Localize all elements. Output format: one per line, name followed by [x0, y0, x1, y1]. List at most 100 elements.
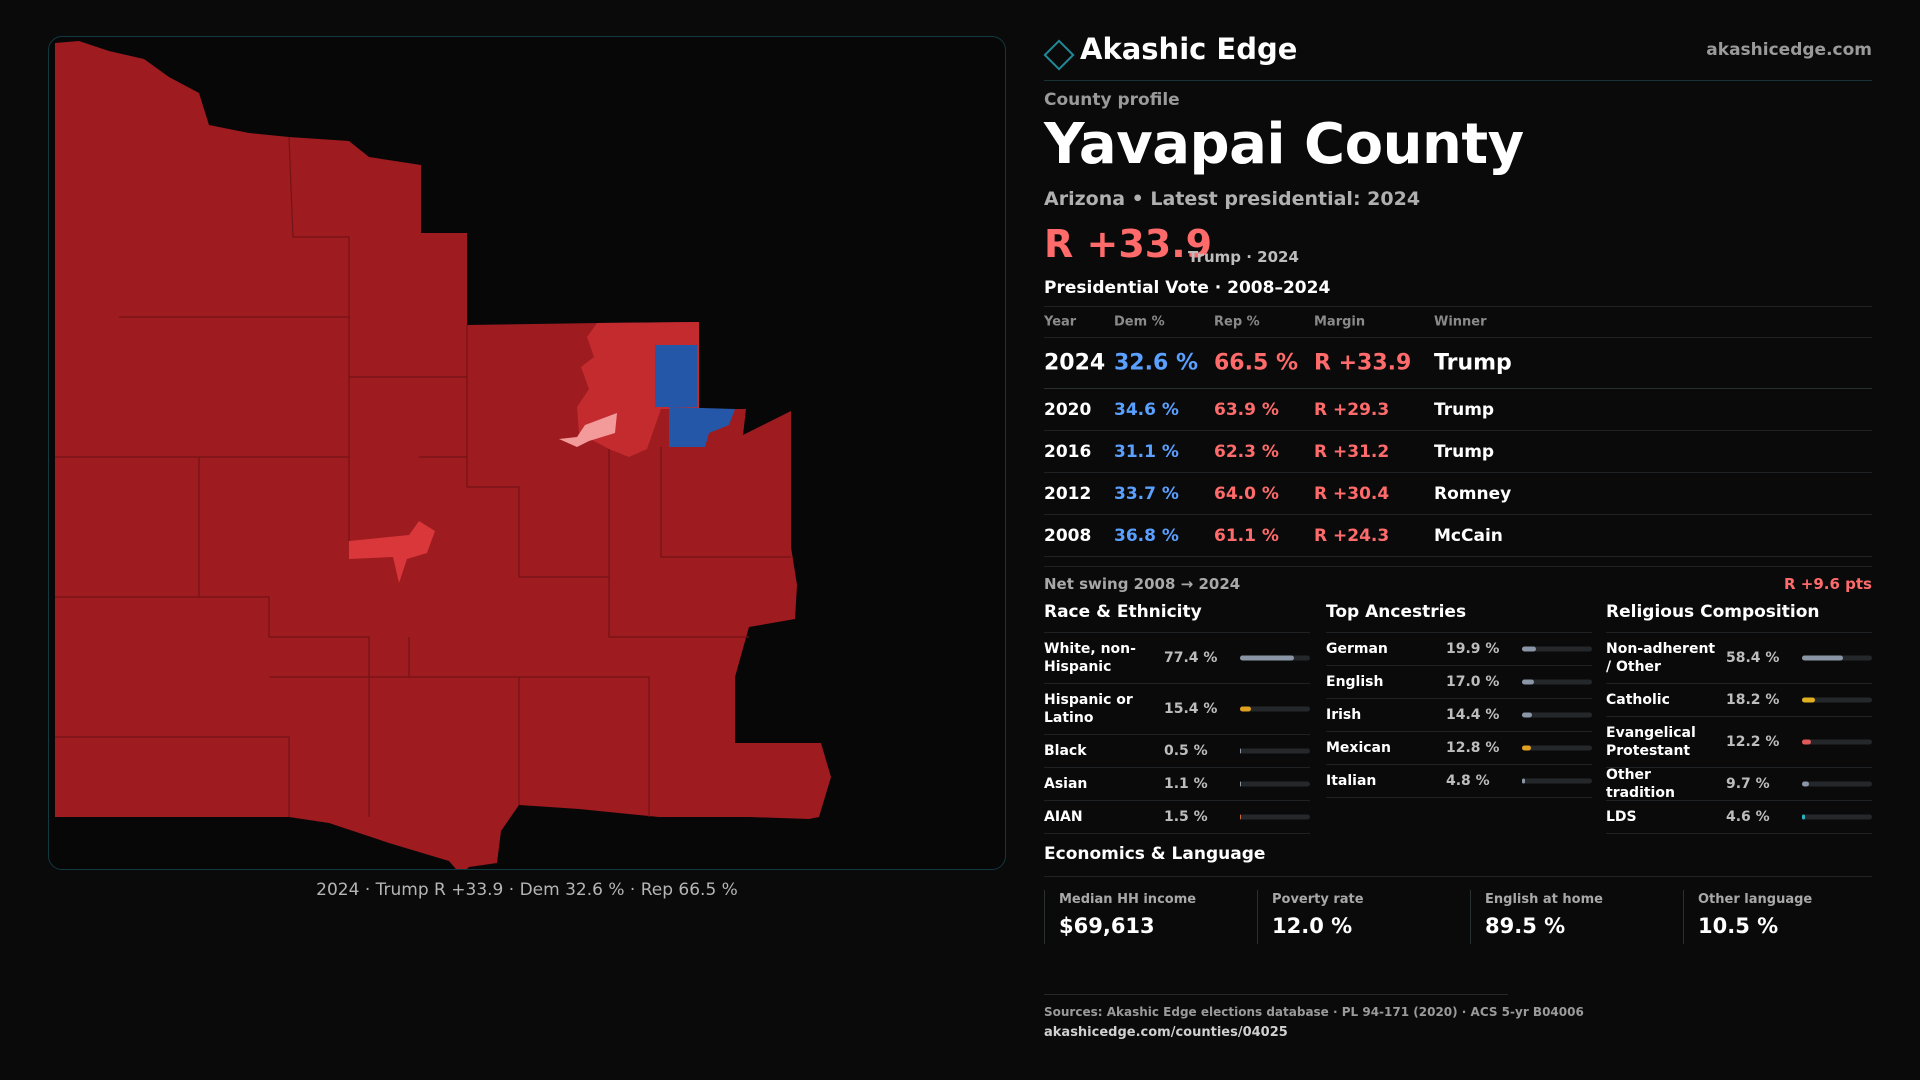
stat-value: 12.0 % [1272, 914, 1353, 938]
race-ethnicity-section: Race & Ethnicity White, non-Hispanic 77.… [1044, 602, 1310, 834]
demo-bar-fill [1240, 655, 1295, 661]
demo-label: Asian [1044, 776, 1088, 792]
precinct-dem-north[interactable] [655, 345, 697, 407]
religion-section: Religious Composition Non-adherent / Oth… [1606, 602, 1872, 834]
demo-row: German 19.9 % [1326, 633, 1592, 666]
col-header-year: Year [1044, 314, 1077, 330]
table-row: 2012 33.7 % 64.0 % R +30.4 Romney [1044, 473, 1872, 515]
cell-winner: Trump [1434, 399, 1495, 420]
demo-row: Catholic 18.2 % [1606, 684, 1872, 717]
ancestries-section: Top Ancestries German 19.9 % English 17.… [1326, 602, 1592, 798]
stat-label: Other language [1698, 892, 1813, 907]
demo-row: AIAN 1.5 % [1044, 801, 1310, 834]
page-subtitle: Arizona • Latest presidential: 2024 [1044, 188, 1421, 210]
margin-headline: R +33.9 [1044, 222, 1213, 266]
demo-row: Irish 14.4 % [1326, 699, 1592, 732]
demo-bar-track [1802, 781, 1872, 787]
cell-margin: R +30.4 [1314, 483, 1390, 504]
stat-value: $69,613 [1059, 914, 1155, 938]
cell-winner: Trump [1434, 350, 1512, 376]
demo-row: Mexican 12.8 % [1326, 732, 1592, 765]
demo-value: 19.9 % [1446, 641, 1500, 657]
demo-label: Hispanic or Latino [1044, 692, 1133, 726]
demo-value: 15.4 % [1164, 701, 1218, 717]
cell-year: 2020 [1044, 399, 1092, 420]
demo-bar-fill [1522, 712, 1533, 718]
table-row: 2020 34.6 % 63.9 % R +29.3 Trump [1044, 389, 1872, 431]
page-kicker: County profile [1044, 90, 1180, 110]
table-header-row: Year Dem % Rep % Margin Winner [1044, 307, 1872, 338]
county-shape[interactable] [55, 41, 831, 870]
section-title: Race & Ethnicity [1044, 602, 1310, 633]
table-row: 2016 31.1 % 62.3 % R +31.2 Trump [1044, 431, 1872, 473]
demo-label: Black [1044, 743, 1087, 759]
demo-bar-track [1522, 778, 1592, 784]
demo-bar-fill [1802, 814, 1806, 820]
brand-name[interactable]: Akashic Edge [1080, 32, 1298, 66]
demo-value: 4.6 % [1726, 809, 1770, 825]
cell-winner: McCain [1434, 525, 1503, 546]
demo-bar-fill [1802, 739, 1811, 745]
cell-winner: Trump [1434, 441, 1495, 462]
demo-value: 14.4 % [1446, 707, 1500, 723]
col-header-dem: Dem % [1114, 314, 1165, 330]
county-map-panel[interactable] [48, 36, 1006, 870]
demo-bar-fill [1522, 745, 1531, 751]
demo-value: 58.4 % [1726, 650, 1780, 666]
precinct-light-rep[interactable] [349, 521, 435, 583]
demo-bar-track [1522, 646, 1592, 652]
stat-english-at-home: English at home 89.5 % [1470, 890, 1684, 944]
demo-bar-fill [1522, 778, 1526, 784]
cell-margin: R +33.9 [1314, 350, 1412, 376]
demo-bar-fill [1802, 655, 1843, 661]
section-title: Top Ancestries [1326, 602, 1592, 633]
demo-value: 0.5 % [1164, 743, 1208, 759]
demo-value: 17.0 % [1446, 674, 1500, 690]
cell-year: 2024 [1044, 350, 1106, 376]
cell-dem: 32.6 % [1114, 350, 1198, 376]
section-title: Religious Composition [1606, 602, 1872, 633]
demo-value: 12.2 % [1726, 734, 1780, 750]
demo-bar-track [1802, 814, 1872, 820]
cell-margin: R +29.3 [1314, 399, 1390, 420]
demo-value: 4.8 % [1446, 773, 1490, 789]
precinct-boundaries [55, 136, 791, 817]
demo-bar-track [1240, 748, 1310, 754]
table-row: 2024 32.6 % 66.5 % R +33.9 Trump [1044, 338, 1872, 389]
demo-value: 1.1 % [1164, 776, 1208, 792]
demo-value: 1.5 % [1164, 809, 1208, 825]
cell-year: 2008 [1044, 525, 1092, 546]
precinct-pink[interactable] [559, 413, 617, 447]
demo-row: Other tradition 9.7 % [1606, 767, 1872, 801]
demo-bar-fill [1522, 646, 1536, 652]
county-map[interactable] [49, 37, 1006, 870]
cell-rep: 64.0 % [1214, 483, 1279, 504]
cell-margin: R +31.2 [1314, 441, 1390, 462]
stat-poverty-rate: Poverty rate 12.0 % [1257, 890, 1471, 944]
site-link[interactable]: akashicedge.com [1706, 40, 1872, 60]
presidential-vote-title: Presidential Vote · 2008–2024 [1044, 278, 1331, 298]
demo-label: AIAN [1044, 809, 1083, 825]
page-title: Yavapai County [1044, 112, 1524, 177]
stat-median-income: Median HH income $69,613 [1044, 890, 1258, 944]
net-swing-label: Net swing 2008 → 2024 [1044, 575, 1241, 593]
stat-label: Poverty rate [1272, 892, 1364, 907]
map-caption: 2024 · Trump R +33.9 · Dem 32.6 % · Rep … [316, 880, 738, 900]
demo-bar-fill [1802, 781, 1809, 787]
demo-bar-fill [1802, 697, 1815, 703]
demo-row: Italian 4.8 % [1326, 765, 1592, 798]
demo-bar-track [1522, 745, 1592, 751]
diamond-icon [1043, 39, 1075, 71]
demo-row: Black 0.5 % [1044, 735, 1310, 768]
presidential-vote-table: Year Dem % Rep % Margin Winner 2024 32.6… [1044, 306, 1872, 557]
table-row: 2008 36.8 % 61.1 % R +24.3 McCain [1044, 515, 1872, 557]
demo-bar-fill [1240, 814, 1242, 820]
net-swing: Net swing 2008 → 2024 R +9.6 pts [1044, 566, 1872, 593]
cell-winner: Romney [1434, 483, 1512, 504]
demo-bar-fill [1240, 706, 1251, 712]
precinct-dem-east[interactable] [669, 407, 735, 447]
col-header-winner: Winner [1434, 314, 1487, 330]
source-url-link[interactable]: akashicedge.com/counties/04025 [1044, 1025, 1288, 1040]
economics-title: Economics & Language [1044, 844, 1872, 877]
cell-year: 2016 [1044, 441, 1092, 462]
